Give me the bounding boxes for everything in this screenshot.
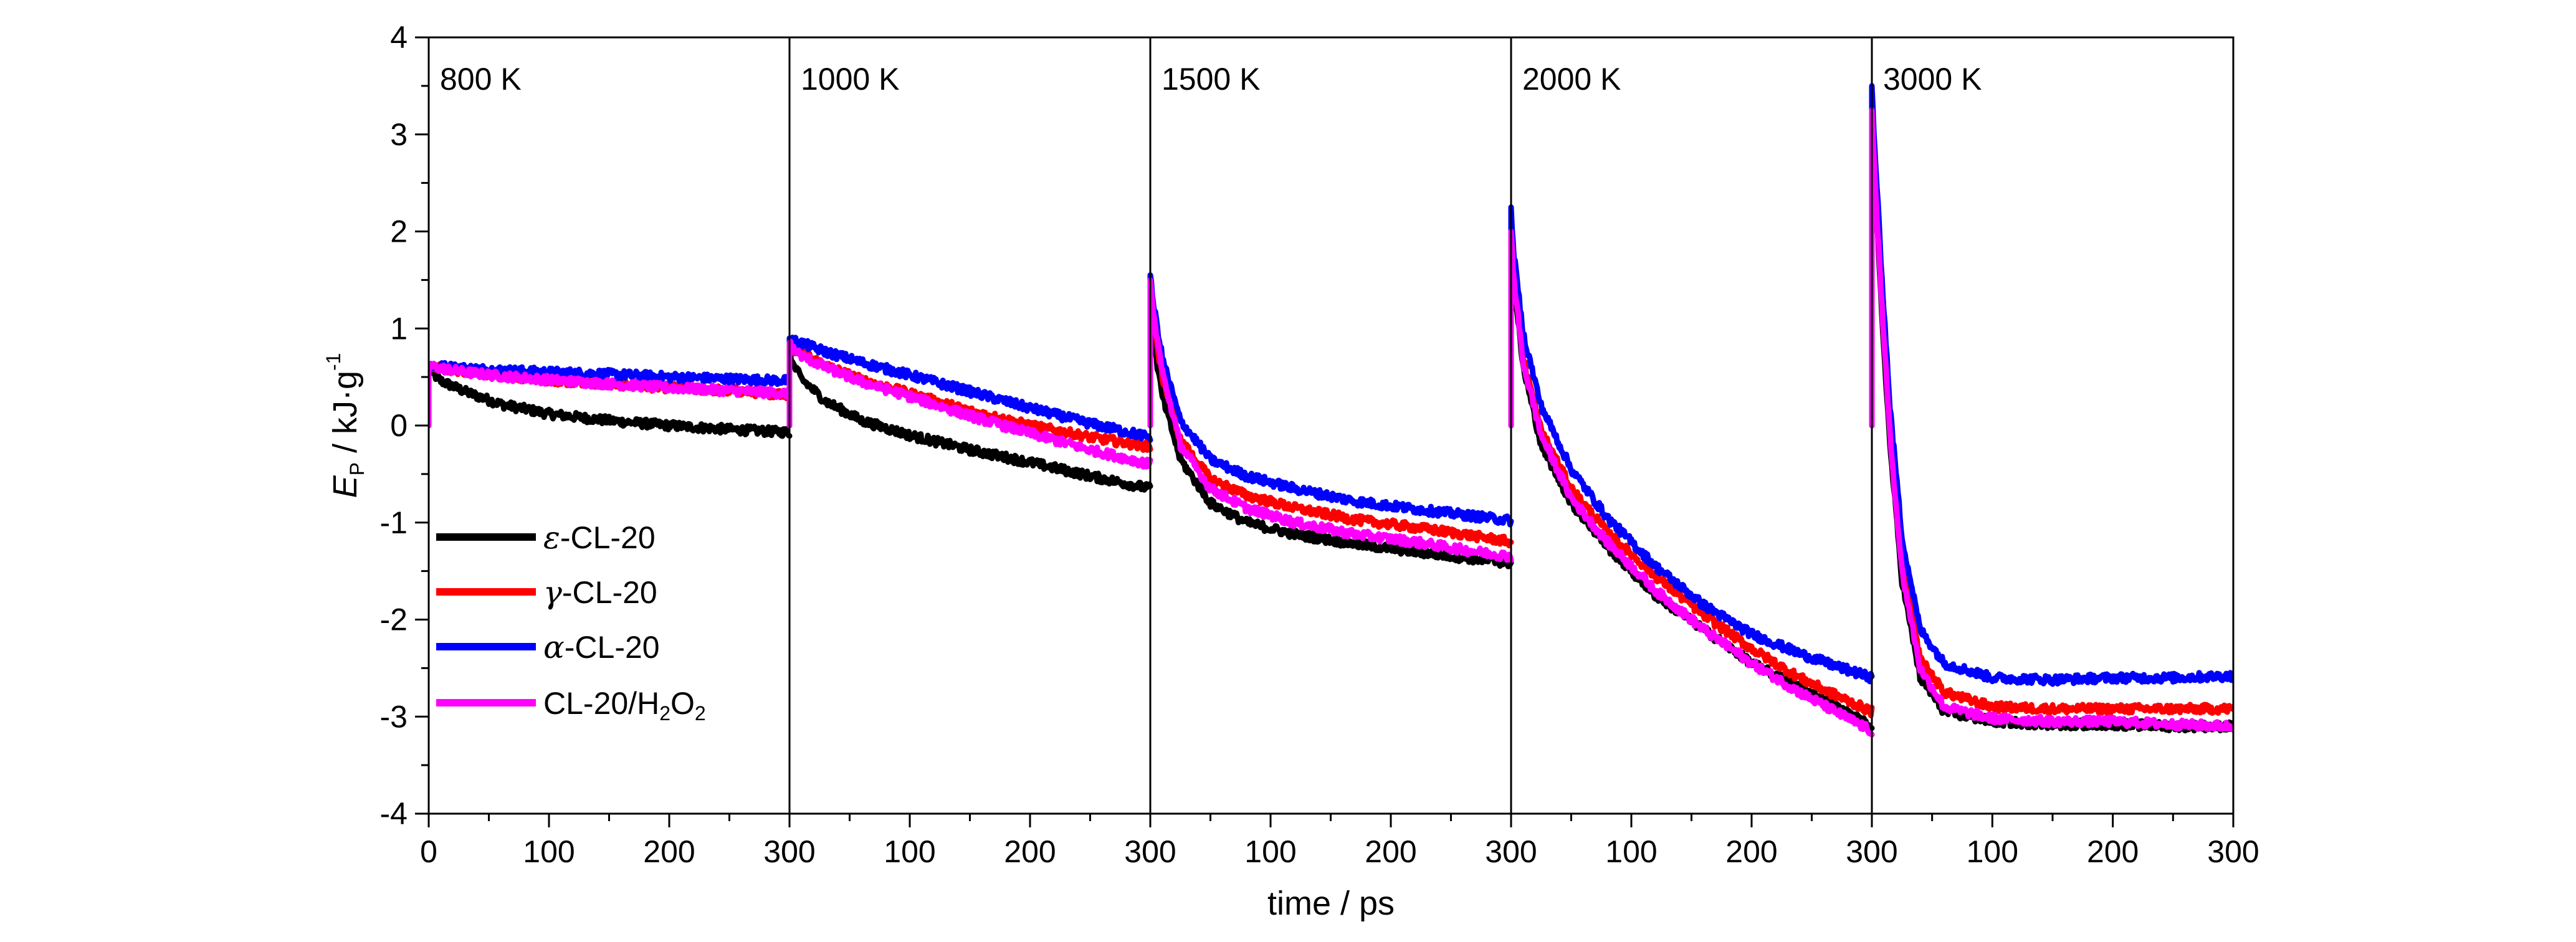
series-line-p3-s2 (1147, 287, 1514, 549)
y-axis-title-superscript: -1 (322, 353, 345, 371)
y-axis-title-symbol: E (327, 475, 364, 498)
series-line-p2-s1 (786, 345, 1153, 493)
svg-text:EP / kJ·g-1: EP / kJ·g-1 (322, 353, 368, 498)
legend-label-alpha-greek: α (543, 629, 565, 665)
y-tick-label-6: 2 (390, 214, 408, 249)
legend: ε-CL-20 γ-CL-20 α-CL-20 CL-20/H2O2 (436, 520, 706, 725)
legend-label-h2o2-mid: O (670, 686, 695, 721)
legend-label-alpha: -CL-20 (565, 630, 660, 665)
series-line-p1-s1 (429, 364, 793, 439)
panel-frame-5 (1871, 36, 2235, 815)
y-tick-label-2: -2 (380, 602, 408, 637)
series-line-p4-s3 (1508, 204, 1875, 685)
y-tick-label-8: 4 (390, 20, 408, 55)
x-tick-label-p5-0: 0 (1863, 834, 1881, 869)
x-tick-label-p2-0: 0 (781, 834, 798, 869)
x-tick-label-p3-3: 300 (1485, 834, 1537, 869)
y-tick-label-7: 3 (390, 117, 408, 152)
x-tick-label-p4-1: 100 (1605, 834, 1657, 869)
legend-label-epsilon-greek: ε (543, 520, 560, 556)
y-tick-label-4: 0 (390, 408, 408, 443)
series-line-p3-s4 (1147, 277, 1514, 563)
panel-label-5: 3000 K (1883, 62, 1982, 97)
svg-text:ε-CL-20: ε-CL-20 (543, 520, 656, 556)
x-tick-label-p5-2: 200 (2087, 834, 2139, 869)
series-line-p5-s2 (1869, 102, 2233, 716)
x-tick-label-p1-3: 300 (763, 834, 815, 869)
x-tick-label-p4-0: 0 (1502, 834, 1520, 869)
legend-item-gamma: γ-CL-20 (436, 574, 657, 611)
x-tick-label-p1-0: 0 (420, 834, 437, 869)
series-layer (429, 83, 2233, 738)
svg-text:CL-20/H2O2: CL-20/H2O2 (543, 686, 706, 725)
x-tick-label-p1-2: 200 (643, 834, 695, 869)
x-tick-label-p2-3: 300 (1124, 834, 1176, 869)
y-axis-title-unit: / kJ·g (327, 371, 364, 462)
x-tick-label-p5-3: 300 (2207, 834, 2259, 869)
svg-text:α-CL-20: α-CL-20 (543, 629, 660, 665)
x-tick-label-p3-0: 0 (1142, 834, 1159, 869)
y-tick-label-3: -1 (380, 505, 408, 540)
x-tick-label-p2-1: 100 (884, 834, 935, 869)
series-line-p4-s4 (1508, 229, 1875, 738)
legend-item-h2o2: CL-20/H2O2 (436, 686, 706, 725)
x-tick-label-p3-1: 100 (1244, 834, 1296, 869)
x-axis-title: time / ps (1267, 885, 1395, 922)
legend-label-gamma: -CL-20 (562, 575, 657, 610)
panel-label-3: 1500 K (1162, 62, 1260, 97)
x-tick-label-p2-2: 200 (1004, 834, 1056, 869)
series-line-p1-s4 (429, 361, 793, 429)
legend-item-alpha: α-CL-20 (436, 629, 660, 665)
tick-layer (415, 36, 2235, 827)
panel-label-1: 800 K (440, 62, 522, 97)
x-tick-label-p4-3: 300 (1846, 834, 1897, 869)
series-line-p5-s3 (1869, 83, 2233, 687)
legend-label-h2o2-sub1: 2 (659, 702, 670, 725)
legend-label-h2o2: CL-20/H (543, 686, 659, 721)
y-tick-label-1: -3 (380, 699, 408, 734)
series-line-p2-s3 (786, 335, 1153, 443)
series-line-p2-s4 (786, 338, 1153, 470)
y-axis-title-subscript: P (346, 462, 368, 475)
panel-label-2: 1000 K (801, 62, 899, 97)
series-line-p3-s1 (1147, 306, 1514, 569)
legend-label-gamma-greek: γ (543, 574, 562, 611)
series-line-p3-s3 (1147, 272, 1514, 528)
panel-frame-3 (1149, 36, 1512, 815)
series-line-p4-s2 (1508, 219, 1875, 718)
y-tick-label-0: -4 (380, 796, 408, 831)
panel-label-4: 2000 K (1522, 62, 1621, 97)
legend-item-epsilon: ε-CL-20 (436, 520, 656, 556)
series-line-p5-s4 (1869, 107, 2233, 733)
svg-text:γ-CL-20: γ-CL-20 (543, 574, 657, 611)
x-tick-label-p4-2: 200 (1725, 834, 1777, 869)
x-tick-label-p1-1: 100 (523, 834, 575, 869)
x-tick-label-p3-2: 200 (1365, 834, 1416, 869)
x-tick-label-p5-1: 100 (1967, 834, 2018, 869)
legend-label-epsilon: -CL-20 (560, 520, 656, 555)
y-tick-label-5: 1 (390, 311, 408, 346)
y-axis-title: EP / kJ·g-1 (322, 353, 368, 498)
legend-label-h2o2-sub2: 2 (695, 702, 706, 725)
